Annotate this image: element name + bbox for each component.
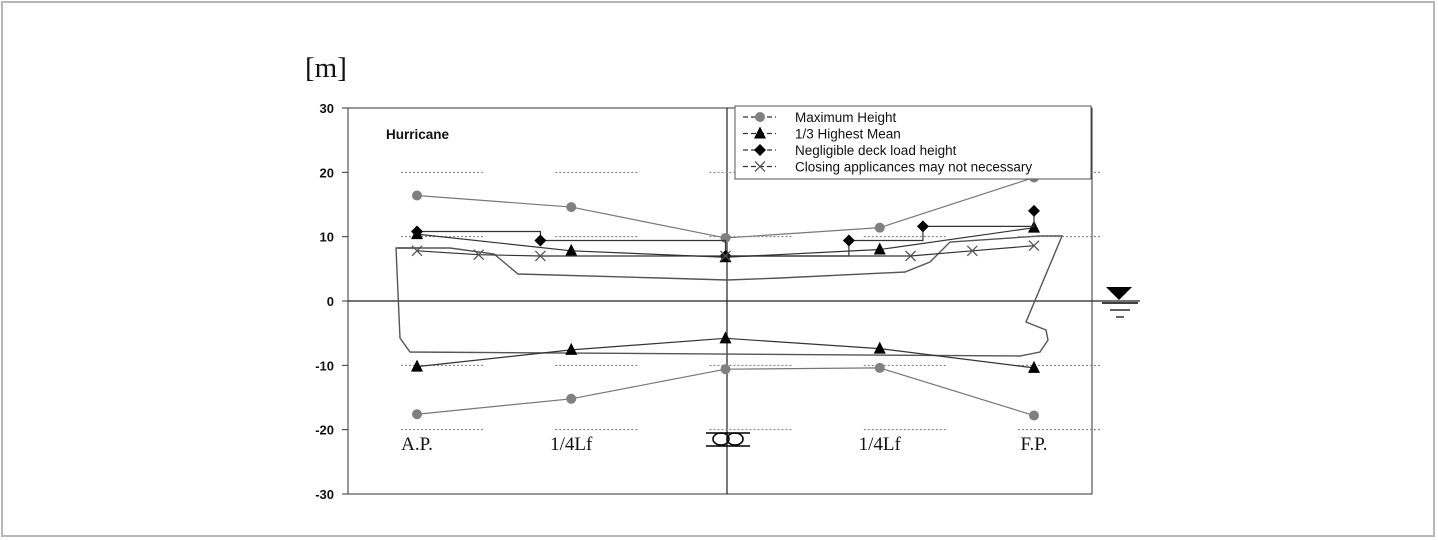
midship-symbol: [706, 432, 750, 447]
triangle-marker: [873, 341, 886, 354]
x-marker-stroke: [1028, 240, 1040, 252]
legend-item: 1/3 Highest Mean: [743, 126, 901, 142]
diamond-marker: [754, 144, 766, 156]
series-0: [412, 172, 1039, 243]
legend-label: Maximum Height: [795, 110, 897, 125]
station-label: F.P.: [1020, 434, 1047, 455]
triangle-marker: [565, 342, 578, 355]
series-5: [411, 240, 1040, 262]
y-tick-label: 0: [327, 294, 334, 309]
x-marker-stroke: [411, 245, 423, 257]
diamond-marker: [916, 220, 929, 233]
triangle-marker: [754, 126, 766, 139]
triangle-marker: [565, 243, 578, 256]
diamond-marker: [534, 234, 547, 247]
x-marker-stroke: [966, 245, 978, 257]
legend-label: Closing applicances may not necessary: [795, 160, 1032, 175]
circle-marker: [412, 190, 422, 201]
y-tick-label: -30: [315, 487, 334, 502]
x-marker-stroke: [534, 250, 546, 262]
circle-marker: [874, 222, 885, 233]
waterline-symbol: [1102, 287, 1138, 318]
y-tick-label: 30: [320, 101, 334, 116]
diamond-marker: [411, 225, 423, 238]
legend-label: 1/3 Highest Mean: [795, 127, 901, 142]
y-unit-label: [m]: [305, 52, 347, 84]
series-3: [411, 331, 1040, 373]
legend-item: Negligible deck load height: [743, 143, 957, 158]
x-marker-stroke: [905, 250, 917, 262]
circle-marker: [720, 364, 731, 375]
y-tick-label: 10: [320, 230, 334, 245]
station-label: 1/4Lf: [550, 434, 593, 455]
y-tick-label: -10: [315, 358, 334, 373]
legend-item: Maximum Height: [743, 110, 897, 125]
x-marker-stroke: [754, 161, 766, 172]
x-marker-stroke: [473, 249, 485, 261]
y-tick-label: 20: [320, 165, 334, 180]
station-label: A.P.: [401, 434, 433, 455]
y-tick-label: -20: [315, 423, 334, 438]
chart-annotation: Hurricane: [386, 127, 450, 142]
circle-marker: [755, 112, 765, 122]
x-marker-stroke: [720, 250, 731, 262]
circle-marker: [1029, 410, 1039, 421]
legend: Maximum Height 1/3 Highest MeanNegligible…: [734, 105, 1092, 180]
series-line: [416, 367, 1035, 417]
series-1: [412, 362, 1039, 421]
triangle-marker: [719, 331, 732, 344]
series-line: [416, 176, 1035, 239]
circle-marker: [874, 362, 885, 373]
circle-marker: [566, 202, 577, 213]
station-label: 1/4Lf: [859, 434, 902, 455]
circle-marker: [566, 393, 577, 404]
legend-label: Negligible deck load height: [795, 143, 957, 158]
legend-item: Closing applicances may not necessary: [743, 160, 1032, 175]
circle-marker: [412, 409, 422, 420]
ship-outline: [395, 235, 1064, 357]
triangle-marker: [873, 242, 886, 255]
triangle-marker: [411, 359, 423, 372]
diamond-marker: [1028, 204, 1040, 217]
legend-box: [734, 105, 1092, 180]
triangle-marker: [1028, 360, 1040, 373]
diamond-marker: [842, 234, 855, 247]
